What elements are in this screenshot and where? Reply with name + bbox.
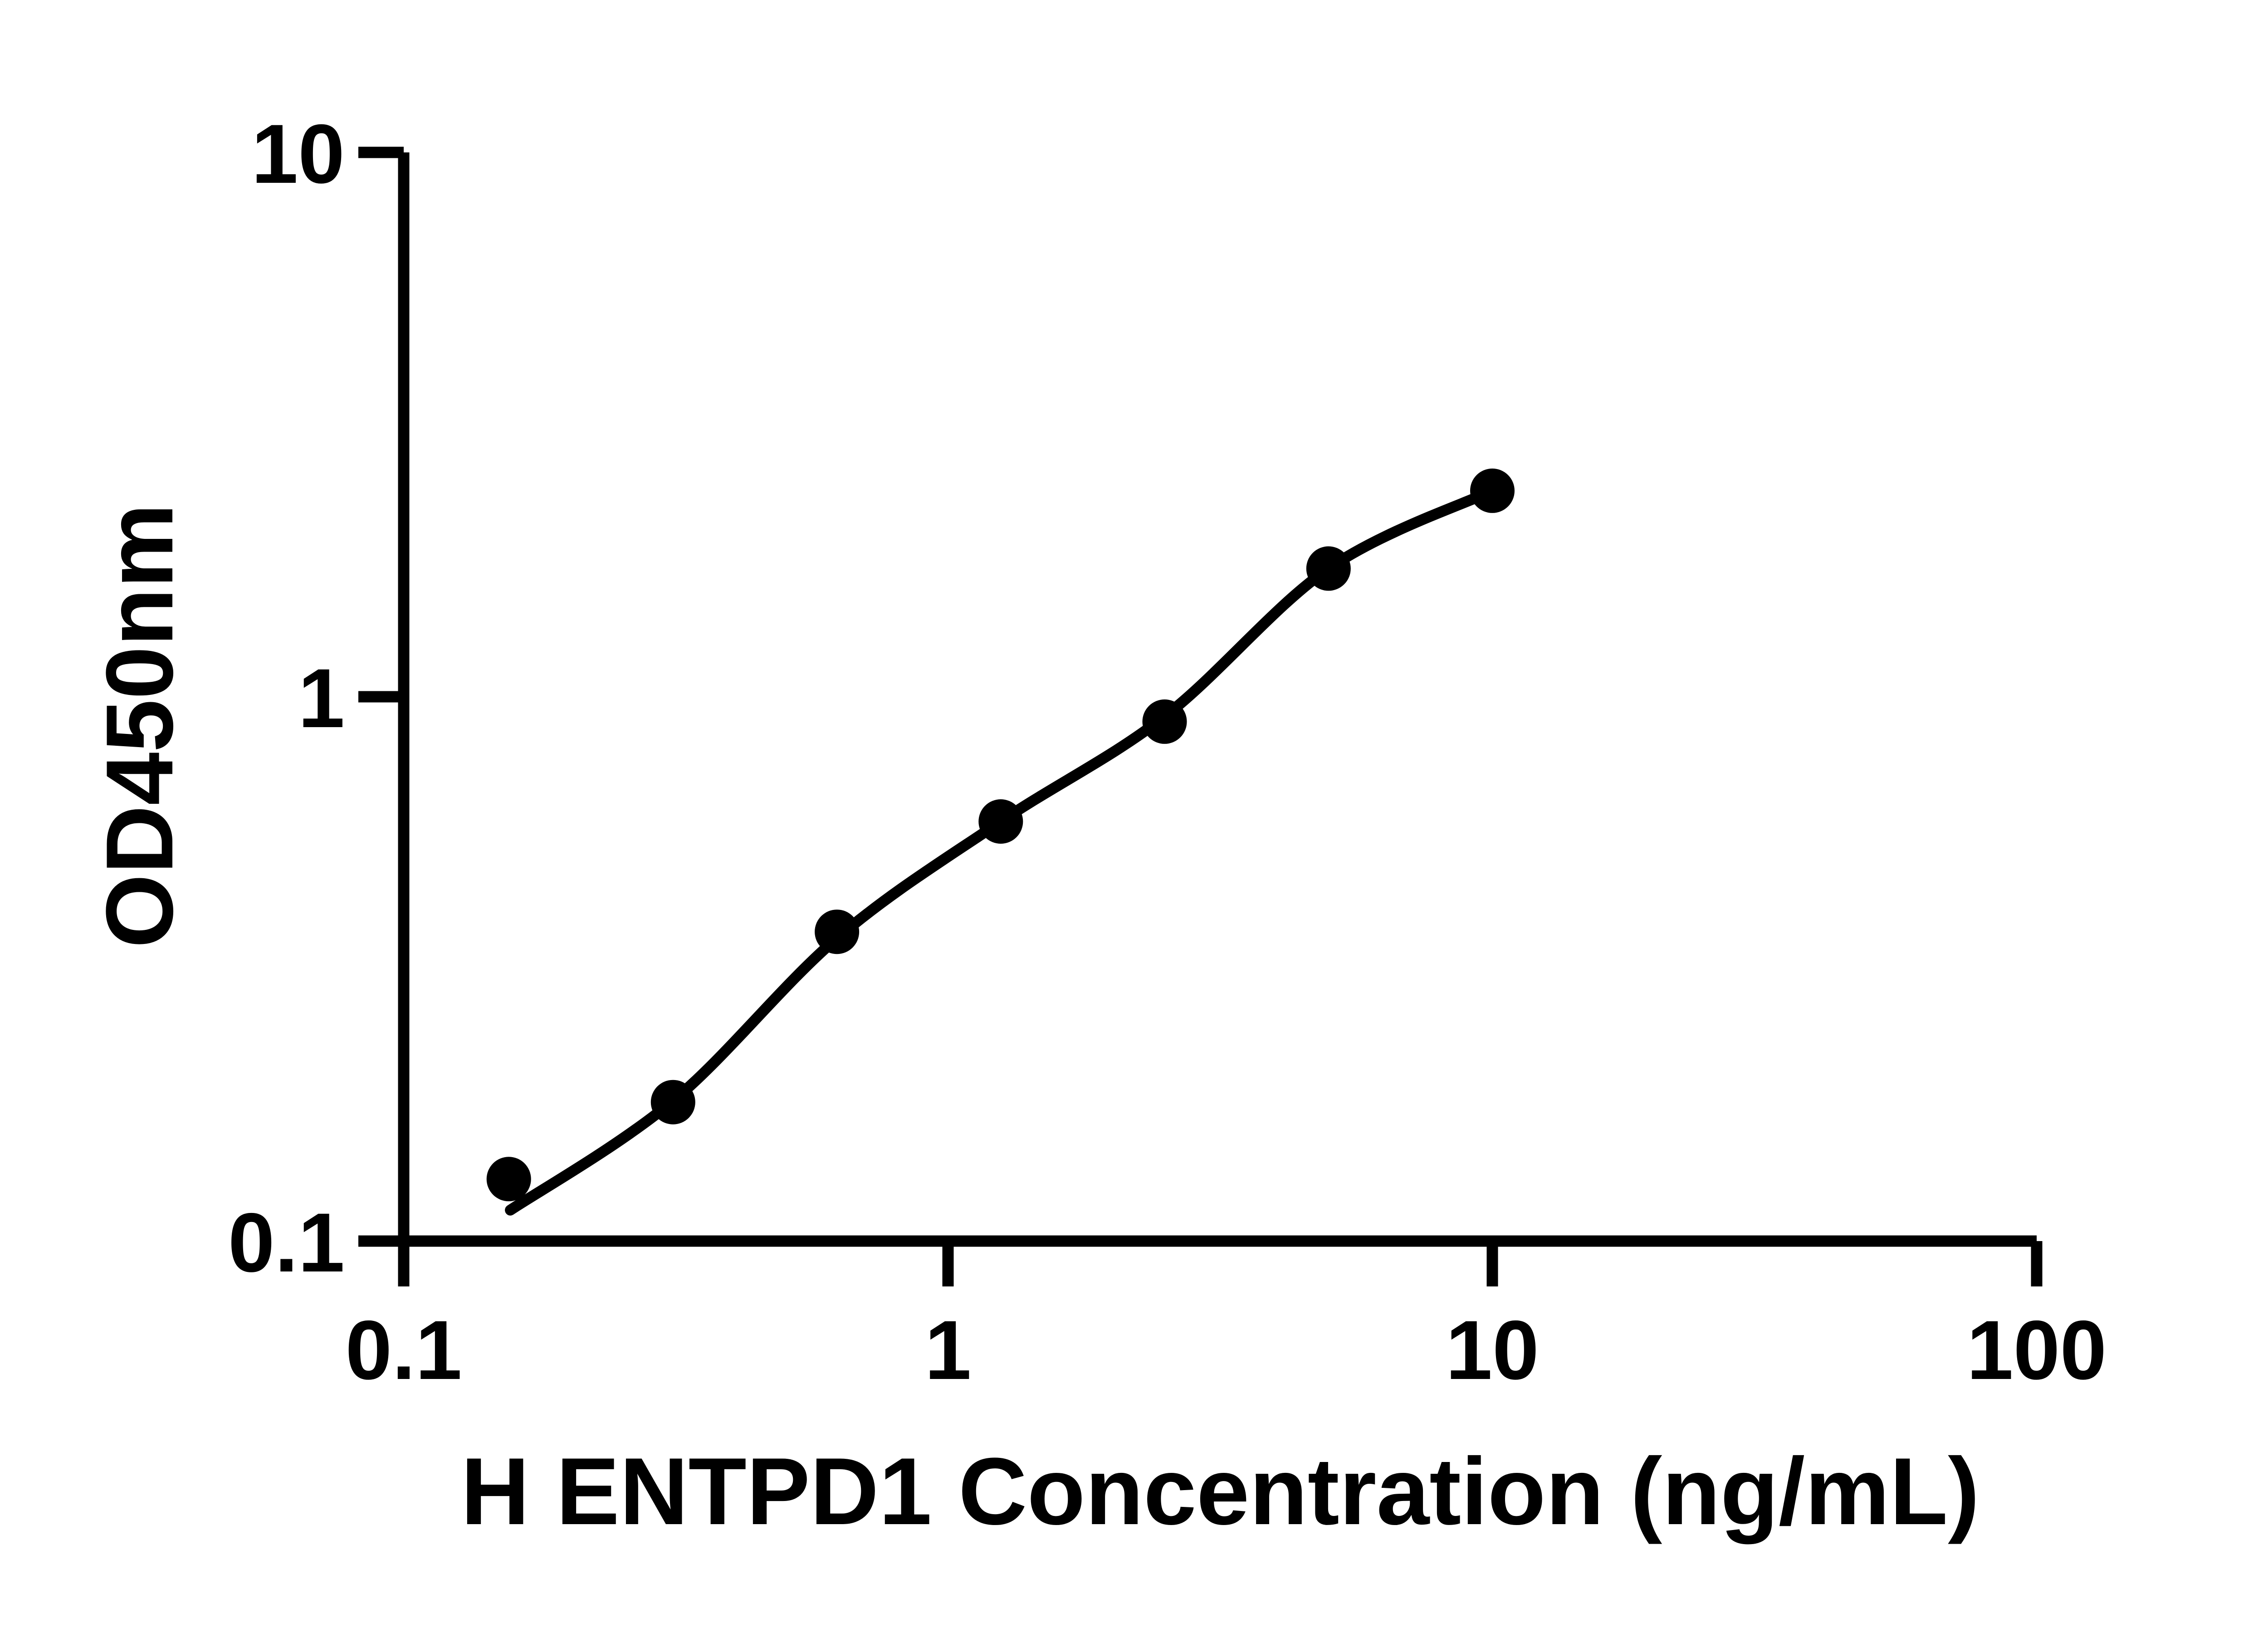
data-point-marker bbox=[815, 909, 860, 954]
y-tick-label: 1 bbox=[298, 652, 345, 745]
x-tick-labels: 0.1 1 10 100 bbox=[345, 1304, 2107, 1397]
y-tick-labels: 0.1 1 10 bbox=[228, 108, 345, 1290]
x-axis-title: H ENTPD1 Concentration (ng/mL) bbox=[461, 1438, 1980, 1545]
y-tick-label: 0.1 bbox=[228, 1196, 345, 1290]
x-tick-label: 10 bbox=[1446, 1304, 1539, 1397]
data-point-marker bbox=[1142, 699, 1187, 744]
x-tick-label: 100 bbox=[1967, 1304, 2107, 1397]
data-point-marker bbox=[1470, 468, 1515, 513]
data-point-marker bbox=[1306, 546, 1351, 591]
data-point-marker bbox=[486, 1157, 531, 1202]
x-tick-label: 1 bbox=[925, 1304, 972, 1397]
y-tick-label: 10 bbox=[251, 108, 345, 201]
x-tick-label: 0.1 bbox=[345, 1304, 462, 1397]
axis-ticks bbox=[358, 147, 2043, 1286]
data-point-marker bbox=[978, 799, 1023, 844]
data-points bbox=[486, 468, 1515, 1202]
y-axis-title: OD450nm bbox=[86, 504, 193, 948]
data-point-marker bbox=[650, 1080, 695, 1125]
